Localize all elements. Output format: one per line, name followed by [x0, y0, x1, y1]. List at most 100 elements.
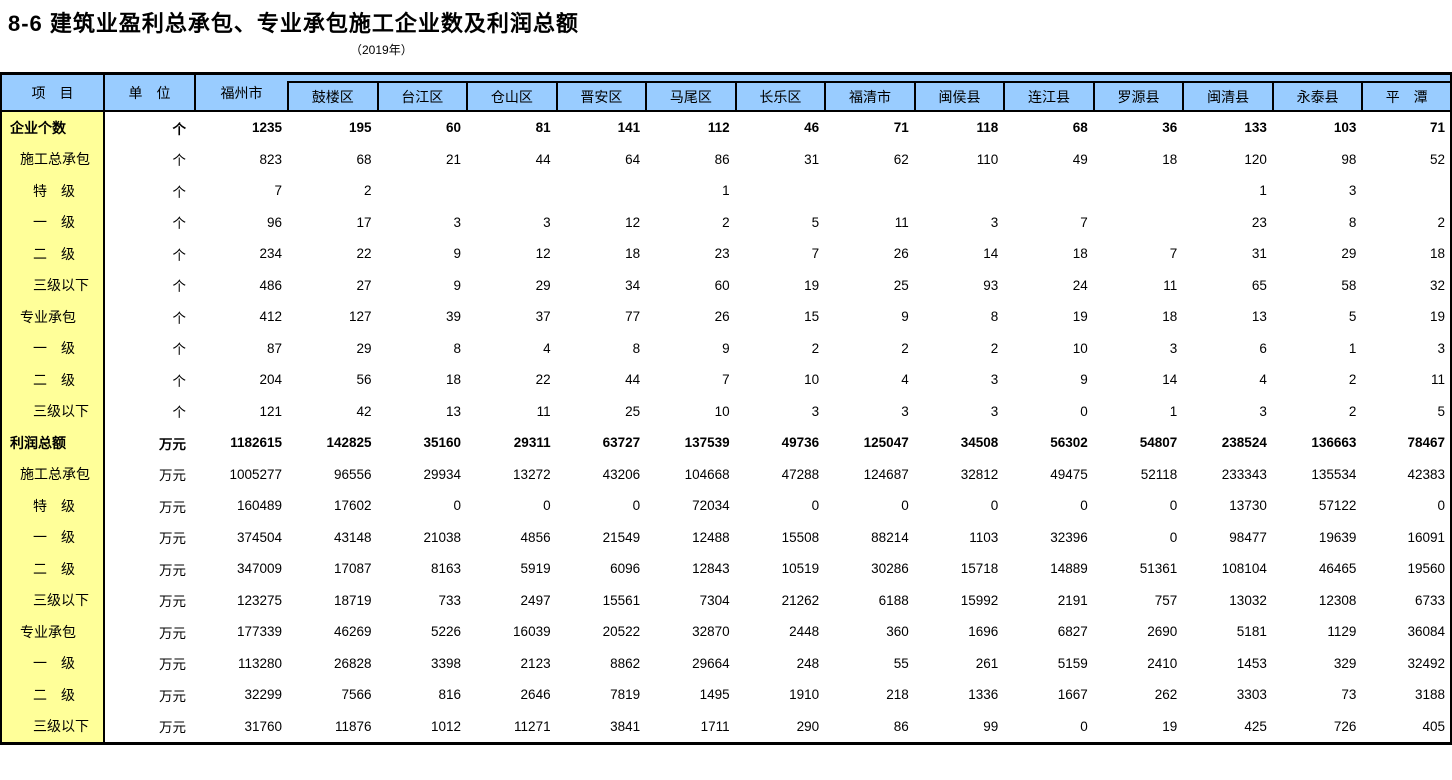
value-cell: 18 — [1092, 301, 1183, 333]
value-cell: 60 — [645, 269, 735, 301]
value-cell: 135534 — [1271, 458, 1362, 490]
unit-cell: 个 — [104, 269, 195, 301]
value-cell: 10519 — [734, 553, 825, 585]
value-cell: 43206 — [555, 458, 646, 490]
value-cell: 2497 — [466, 584, 556, 616]
value-cell — [376, 175, 467, 207]
table-row: 专业承包个 412 127 39 37 77 26 15 9 8 19 18 13 5 19 — [1, 301, 1451, 333]
page-title: 8-6 建筑业盈利总承包、专业承包施工企业数及利润总额 — [8, 11, 579, 36]
unit-column-header: 单 位 — [104, 73, 196, 111]
value-cell: 5 — [734, 206, 825, 238]
value-cell: 3 — [1182, 395, 1272, 427]
value-cell: 21038 — [376, 521, 467, 553]
unit-cell: 个 — [104, 111, 195, 144]
table-row: 利润总额 万元 1182615 142825 35160 29311 63727 137539… — [1, 427, 1451, 459]
value-cell — [466, 175, 556, 207]
value-cell: 757 — [1092, 584, 1183, 616]
value-cell: 10 — [1003, 332, 1093, 364]
value-cell: 16039 — [466, 616, 556, 648]
value-cell: 98477 — [1182, 521, 1272, 553]
value-cell: 72034 — [645, 490, 735, 522]
district-column-header: 台江区 — [376, 73, 467, 111]
value-cell: 49475 — [1003, 458, 1093, 490]
unit-cell: 万元 — [104, 584, 195, 616]
unit-cell: 个 — [104, 238, 195, 270]
unit-cell: 万元 — [104, 616, 195, 648]
value-cell: 3398 — [376, 647, 467, 679]
value-cell: 9 — [1003, 364, 1093, 396]
value-cell: 12308 — [1271, 584, 1362, 616]
value-cell: 46465 — [1271, 553, 1362, 585]
value-cell: 52 — [1361, 143, 1451, 175]
row-label: 利润总额 — [1, 427, 105, 459]
value-cell: 46 — [734, 111, 825, 144]
value-cell: 0 — [1003, 710, 1093, 744]
value-cell: 25 — [555, 395, 646, 427]
district-header-box: 台江区 — [376, 81, 467, 110]
value-cell — [824, 175, 914, 207]
value-cell: 19 — [1003, 301, 1093, 333]
table-row: 特 级万元 160489 17602 0 0 0 72034 0 0 0 0 0 13730 57122 0 — [1, 490, 1451, 522]
value-cell: 71 — [1361, 111, 1451, 144]
unit-cell: 万元 — [104, 521, 195, 553]
value-cell: 34 — [555, 269, 646, 301]
value-cell: 133 — [1182, 111, 1272, 144]
value-cell: 103 — [1271, 111, 1362, 144]
unit-cell: 个 — [104, 175, 195, 207]
district-column-header: 仓山区 — [466, 73, 556, 111]
value-cell: 21262 — [734, 584, 825, 616]
value-cell: 8 — [376, 332, 467, 364]
value-cell: 43148 — [287, 521, 377, 553]
value-cell: 7819 — [555, 679, 646, 711]
table-row: 施工总承包 万元 1005277 96556 29934 13272 43206 104668… — [1, 458, 1451, 490]
value-cell: 121 — [195, 395, 287, 427]
value-cell: 19639 — [1271, 521, 1362, 553]
district-column-header: 长乐区 — [734, 73, 825, 111]
value-cell: 0 — [913, 490, 1004, 522]
table-row: 专业承包 万元 177339 46269 5226 16039 20522 32870 2448… — [1, 616, 1451, 648]
value-cell: 19560 — [1361, 553, 1451, 585]
value-cell: 113280 — [195, 647, 287, 679]
value-cell: 12488 — [645, 521, 735, 553]
value-cell: 3 — [913, 206, 1004, 238]
value-cell: 51361 — [1092, 553, 1183, 585]
value-cell: 65 — [1182, 269, 1272, 301]
district-header-box: 永泰县 — [1271, 81, 1362, 110]
value-cell: 22 — [466, 364, 556, 396]
value-cell: 32396 — [1003, 521, 1093, 553]
value-cell: 13730 — [1182, 490, 1272, 522]
value-cell: 1129 — [1271, 616, 1362, 648]
value-cell: 290 — [734, 710, 825, 744]
value-cell: 32870 — [645, 616, 735, 648]
row-label: 施工总承包 — [1, 143, 105, 175]
value-cell: 5181 — [1182, 616, 1272, 648]
value-cell: 26 — [645, 301, 735, 333]
statistics-table: 项 目 单 位 福州市 鼓楼区 台江区 仓山区 晋安区 马尾区 长乐区 福清市 闽侯县 连江县罗… — [0, 72, 1452, 745]
district-header-box: 马尾区 — [645, 81, 735, 110]
value-cell: 11271 — [466, 710, 556, 744]
value-cell: 9 — [645, 332, 735, 364]
value-cell: 112 — [645, 111, 735, 144]
value-cell: 31 — [1182, 238, 1272, 270]
value-cell: 160489 — [195, 490, 287, 522]
value-cell: 374504 — [195, 521, 287, 553]
value-cell: 34508 — [913, 427, 1004, 459]
value-cell: 57122 — [1271, 490, 1362, 522]
value-cell: 4 — [466, 332, 556, 364]
district-column-header: 马尾区 — [645, 73, 735, 111]
table-row: 施工总承包个 823 68 21 44 64 86 31 62 110 49 18 120 98 52 — [1, 143, 1451, 175]
value-cell: 2410 — [1092, 647, 1183, 679]
district-header-box: 仓山区 — [466, 81, 556, 110]
row-label: 专业承包 — [1, 616, 105, 648]
value-cell: 425 — [1182, 710, 1272, 744]
value-cell: 81 — [466, 111, 556, 144]
value-cell: 136663 — [1271, 427, 1362, 459]
value-cell: 18 — [376, 364, 467, 396]
value-cell: 55 — [824, 647, 914, 679]
value-cell: 1012 — [376, 710, 467, 744]
row-label: 二 级 — [1, 238, 105, 270]
value-cell: 1711 — [645, 710, 735, 744]
value-cell: 36 — [1092, 111, 1183, 144]
value-cell: 0 — [1003, 395, 1093, 427]
value-cell: 0 — [466, 490, 556, 522]
